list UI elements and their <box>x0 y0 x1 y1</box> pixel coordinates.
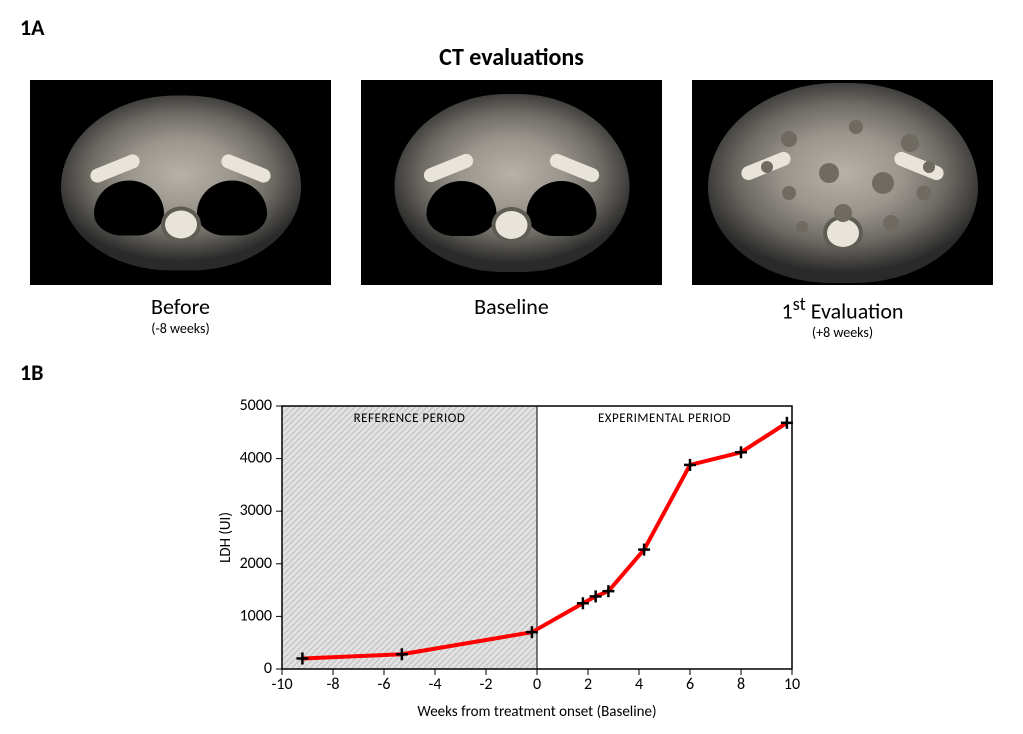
svg-text:2: 2 <box>583 675 591 694</box>
y-axis-title: LDH (UI) <box>217 512 235 563</box>
ct-title: CT evaluations <box>20 43 1003 72</box>
ct-row: Before(-8 weeks) Baseline 1st Evaluation(+… <box>30 80 993 341</box>
experimental-period-label: EXPERIMENTAL PERIOD <box>597 411 730 426</box>
svg-text:3000: 3000 <box>239 502 271 521</box>
svg-text:2000: 2000 <box>239 554 271 573</box>
svg-text:4000: 4000 <box>239 449 271 468</box>
ct-caption: Baseline <box>361 293 662 320</box>
panel-a-label: 1A <box>20 14 1003 41</box>
panel-b-label: 1B <box>20 359 1003 386</box>
ct-scan-image <box>30 80 331 285</box>
svg-text:10: 10 <box>783 675 799 694</box>
svg-text:-8: -8 <box>326 675 339 694</box>
svg-text:-2: -2 <box>479 675 492 694</box>
ldh-chart: REFERENCE PERIOD EXPERIMENTAL PERIOD -10 -8… <box>212 394 812 724</box>
svg-text:6: 6 <box>685 675 693 694</box>
svg-text:-4: -4 <box>428 675 441 694</box>
ct-scan-image <box>692 80 993 285</box>
ct-scan-image <box>361 80 662 285</box>
svg-text:8: 8 <box>736 675 744 694</box>
ct-item: 1st Evaluation(+8 weeks) <box>692 80 993 341</box>
svg-text:-10: -10 <box>271 675 292 694</box>
ct-item: Baseline <box>361 80 662 341</box>
svg-text:1000: 1000 <box>239 607 271 626</box>
x-axis-title: Weeks from treatment onset (Baseline) <box>417 703 656 721</box>
svg-text:-6: -6 <box>377 675 390 694</box>
ct-caption: Before <box>30 293 331 320</box>
svg-text:4: 4 <box>634 675 642 694</box>
reference-period-label: REFERENCE PERIOD <box>353 411 465 426</box>
svg-text:0: 0 <box>263 659 271 678</box>
ct-caption: 1st Evaluation <box>692 293 993 324</box>
ct-subcaption: (-8 weeks) <box>30 320 331 337</box>
svg-text:5000: 5000 <box>239 396 271 415</box>
ct-subcaption: (+8 weeks) <box>692 324 993 341</box>
ct-item: Before(-8 weeks) <box>30 80 331 341</box>
svg-text:0: 0 <box>532 675 540 694</box>
